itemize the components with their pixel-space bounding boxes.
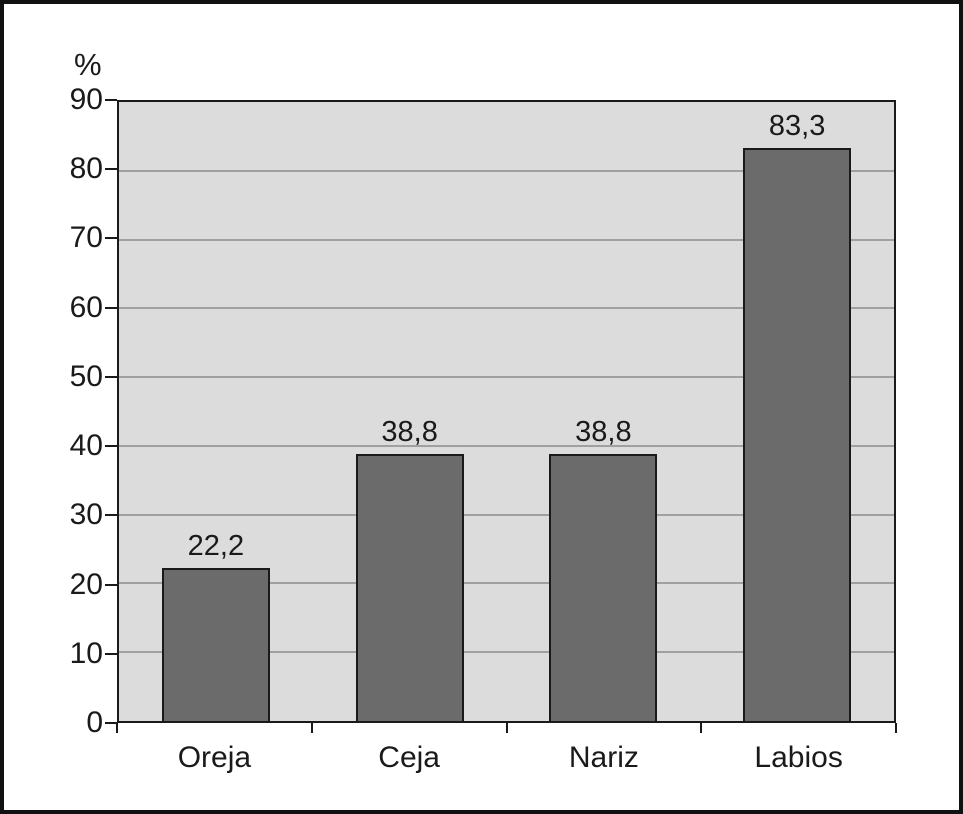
x-tick-mark bbox=[700, 723, 703, 733]
bar-value-label-nariz: 38,8 bbox=[575, 416, 632, 449]
x-tick-mark bbox=[310, 723, 313, 733]
category-label-labios: Labios bbox=[754, 741, 843, 774]
y-tick-label: 70 bbox=[69, 221, 103, 255]
category-label-ceja: Ceja bbox=[378, 741, 440, 774]
category-label-nariz: Nariz bbox=[568, 741, 639, 774]
gridline bbox=[119, 238, 894, 241]
bar-value-label-labios: 83,3 bbox=[768, 110, 826, 143]
y-tick-mark bbox=[105, 583, 117, 586]
x-tick-mark bbox=[895, 723, 897, 733]
y-tick-mark bbox=[105, 722, 117, 724]
y-tick-mark bbox=[105, 168, 117, 171]
gridline bbox=[119, 376, 894, 379]
y-tick-label: 80 bbox=[69, 152, 103, 186]
category-label-oreja: Oreja bbox=[177, 741, 252, 774]
gridline bbox=[119, 651, 894, 654]
x-tick-mark bbox=[116, 723, 118, 733]
category-labels: Oreja Ceja Nariz Labios bbox=[117, 740, 896, 780]
gridline bbox=[119, 513, 894, 516]
y-tick-label: 90 bbox=[69, 83, 103, 116]
gridline bbox=[119, 307, 894, 310]
bar-nariz bbox=[549, 454, 658, 721]
y-tick-mark bbox=[105, 445, 117, 448]
y-tick-label: 20 bbox=[69, 567, 103, 601]
y-tick-label: 60 bbox=[69, 290, 103, 324]
y-axis-ticks bbox=[105, 99, 117, 724]
y-tick-label: 30 bbox=[69, 498, 103, 532]
y-axis-labels: 0 10 20 30 40 50 60 70 80 90 bbox=[4, 84, 103, 739]
y-tick-mark bbox=[105, 375, 117, 378]
y-tick-mark bbox=[105, 514, 117, 517]
y-tick-label: 50 bbox=[69, 359, 103, 393]
y-tick-label: 0 bbox=[86, 706, 103, 739]
y-tick-mark bbox=[105, 306, 117, 309]
bar-oreja bbox=[161, 568, 270, 721]
bar-value-label-oreja: 22,2 bbox=[187, 530, 245, 563]
y-tick-mark bbox=[105, 237, 117, 240]
y-tick-mark bbox=[105, 99, 117, 101]
bar-value-label-ceja: 38,8 bbox=[381, 416, 438, 449]
x-axis-ticks bbox=[116, 723, 897, 735]
x-tick-mark bbox=[505, 723, 508, 733]
gridline bbox=[119, 169, 894, 172]
bar-labios bbox=[743, 148, 852, 721]
gridline bbox=[119, 444, 894, 447]
gridline bbox=[119, 582, 894, 585]
y-tick-mark bbox=[105, 652, 117, 655]
y-tick-label: 40 bbox=[69, 429, 103, 463]
bar-ceja bbox=[355, 454, 464, 721]
y-tick-label: 10 bbox=[69, 636, 103, 670]
y-axis-title: % bbox=[74, 47, 102, 82]
plot-area: 22,2 38,8 38,8 83,3 bbox=[117, 100, 896, 723]
